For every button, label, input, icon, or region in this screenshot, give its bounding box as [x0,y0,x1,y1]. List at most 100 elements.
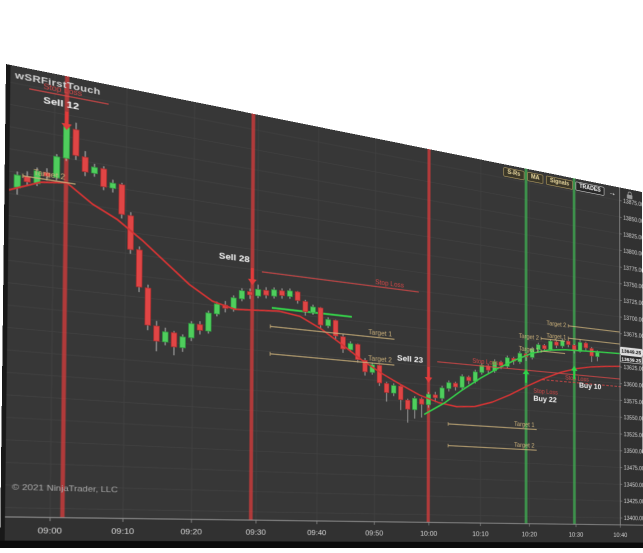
price-axis-label: 13625.00 [624,364,643,373]
candle-body-down [171,332,177,347]
candle-body-down [24,176,30,182]
candle-body-up [287,291,292,297]
candle-body-up [13,174,22,190]
candle-body-down [433,395,437,398]
time-axis-label: 09:40 [307,529,326,537]
candle-body-up [110,183,116,189]
candle-body-down [590,348,594,356]
candle-body-down [584,343,588,348]
time-axis-label: 10:10 [472,530,488,537]
trading-chart-window: Target 2 Target 1 Target 2 Target 1 Target 2… [0,64,643,549]
target-label: Target 1 [514,420,535,428]
candle-body-up [256,289,261,296]
stop-loss-label: Stop Loss [472,357,498,367]
candle-body-up [272,289,277,296]
time-axis-label: 09:20 [180,528,202,536]
sell-marker-label: Sell 28 [219,251,250,265]
candle [24,171,30,186]
candle [13,171,22,196]
stop-loss-label: Stop Loss [565,374,589,383]
time-axis-label: 09:00 [38,526,62,535]
candle-body-up [460,376,464,387]
candle-body-up [53,156,59,178]
candle-body-down [197,324,202,330]
candle [44,168,50,181]
candle-body-up [596,352,600,356]
candle [34,167,40,186]
time-axis-label: 09:10 [111,527,134,536]
price-axis-label: 13850.00 [623,214,643,224]
candle [53,154,59,181]
candle-body-up [447,382,451,388]
candle-body-down [280,290,285,295]
candle-body-up [440,388,444,399]
price-axis-label: 13400.00 [624,515,643,522]
price-marker-value: 13649.25 [621,348,641,356]
price-axis-label: 13500.00 [624,448,643,456]
candle-body-down [499,362,503,366]
candle-body-down [318,308,323,326]
price-axis-label: 13650.00 [623,347,643,356]
candle-body-up [326,319,331,326]
candle [63,119,70,162]
candle-body-down [44,172,50,176]
stop-loss-label: Stop Loss [533,387,557,396]
candle-body-down [303,301,308,312]
candle-body-down [136,249,142,287]
candle-body-down [377,365,382,383]
candle-body-down [82,157,88,173]
candle [101,166,107,191]
target-label: Target 1 [547,332,567,341]
candle-body-down [398,386,403,400]
buy-marker-label: Buy 22 [533,394,556,404]
candle-body-down [119,184,125,215]
sell-marker-label: Sell 23 [397,354,423,365]
candle-body-up [391,385,396,393]
time-axis-label: 10:00 [420,530,437,537]
target-label: Target 1 [368,328,392,338]
candle-body-up [311,307,316,313]
candle [119,182,125,219]
candle-body-up [189,323,195,338]
candle-body-up [162,332,168,343]
candle-body-down [419,399,423,405]
candle-body-down [295,292,300,301]
price-marker-value: 13639.25 [621,356,641,364]
time-axis-label: 10:30 [569,531,584,538]
price-axis-label: 13575.00 [624,397,643,405]
price-axis-label: 13725.00 [623,297,643,306]
candle-body-down [247,291,252,295]
buy-marker-label: Buy 10 [579,381,601,391]
candle [206,310,212,334]
candle-body-down [73,129,79,156]
price-axis-label: 13875.00 [623,198,643,208]
price-axis-label: 13675.00 [623,331,643,340]
target-label: Target 2 [514,441,535,449]
candle [82,151,88,177]
target-label: Target 2 [368,354,392,364]
candle-body-down [542,345,546,349]
candle-body-up [549,341,553,350]
candle-body-up [239,290,244,299]
candle [73,122,79,160]
candle-body-down [154,326,160,342]
price-axis-label: 13550.00 [624,414,643,422]
time-axis-label: 10:40 [613,532,627,539]
target-label: Target 2 [547,319,567,328]
price-axis-label: 13825.00 [623,231,643,241]
price-axis-label: 13600.00 [624,381,643,389]
left-frame-edge [0,64,11,548]
plot-area[interactable] [0,64,621,525]
scroll-to-latest-icon[interactable]: → [608,187,617,199]
price-axis-label: 13750.00 [623,281,643,291]
candle-body-down [453,383,457,387]
candle-body-up [91,167,97,174]
price-axis-label: 13775.00 [623,264,643,274]
candle-body-up [214,304,219,314]
candle-body-down [405,400,409,409]
candle-body-down [264,290,269,295]
target-label: Target 1 [519,345,539,354]
candle [136,246,142,292]
time-axis-label: 09:30 [246,528,266,536]
